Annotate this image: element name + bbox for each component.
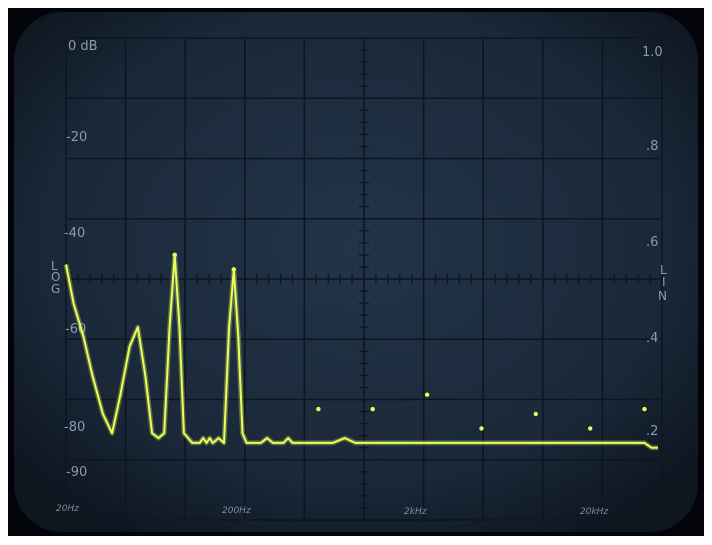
spectral-peak-0 — [172, 252, 177, 258]
left-tick-1: -20 — [66, 130, 87, 145]
center-axis-ticks — [65, 37, 663, 521]
lin-letter-i: I — [662, 275, 666, 289]
spectral-peak-8 — [642, 406, 647, 412]
x-tick-2: 2kHz — [404, 507, 427, 517]
spectral-peak-6 — [533, 411, 538, 417]
spectral-peak-4 — [424, 392, 430, 397]
crt-screen: 0 dB -20 -40 -60 -80 -90 1.0 .8 .6 .4 .2… — [14, 12, 698, 532]
x-tick-3: 20kHz — [580, 507, 608, 517]
left-tick-5: -90 — [66, 465, 87, 480]
right-tick-3: .4 — [646, 331, 658, 346]
spectrum-trace-line — [65, 253, 658, 449]
x-tick-0: 20Hz — [56, 504, 79, 514]
left-tick-0: 0 dB — [68, 39, 98, 54]
x-tick-1: 200Hz — [222, 506, 251, 516]
left-tick-4: -80 — [64, 420, 85, 435]
spectrum-trace-layer — [63, 252, 658, 451]
lin-letter-n: N — [658, 289, 667, 303]
log-letter-l: L — [51, 259, 58, 273]
log-letter-g: G — [51, 282, 60, 296]
x-axis-labels: 20Hz 200Hz 2kHz 20kHz — [56, 504, 608, 517]
spectral-peak-2 — [316, 406, 321, 412]
log-letter-o: O — [51, 270, 60, 284]
oscilloscope-photo: 0 dB -20 -40 -60 -80 -90 1.0 .8 .6 .4 .2… — [8, 8, 704, 536]
left-tick-2: -40 — [64, 226, 85, 241]
log-mode-label: L O G — [51, 259, 60, 296]
lin-letter-l: L — [660, 263, 667, 277]
right-tick-0: 1.0 — [642, 45, 663, 60]
spectral-peak-3 — [370, 406, 375, 412]
spectral-peak-1 — [231, 267, 236, 272]
spectral-peak-7 — [588, 426, 593, 431]
lin-mode-label: L I N — [658, 263, 667, 303]
right-tick-4: .2 — [646, 424, 658, 439]
right-axis-labels: 1.0 .8 .6 .4 .2 — [642, 45, 663, 439]
right-tick-2: .6 — [646, 235, 658, 250]
spectral-peak-5 — [479, 426, 484, 431]
right-tick-1: .8 — [646, 139, 658, 154]
left-axis-labels: 0 dB -20 -40 -60 -80 -90 — [64, 39, 98, 480]
crt-glass — [14, 12, 698, 532]
